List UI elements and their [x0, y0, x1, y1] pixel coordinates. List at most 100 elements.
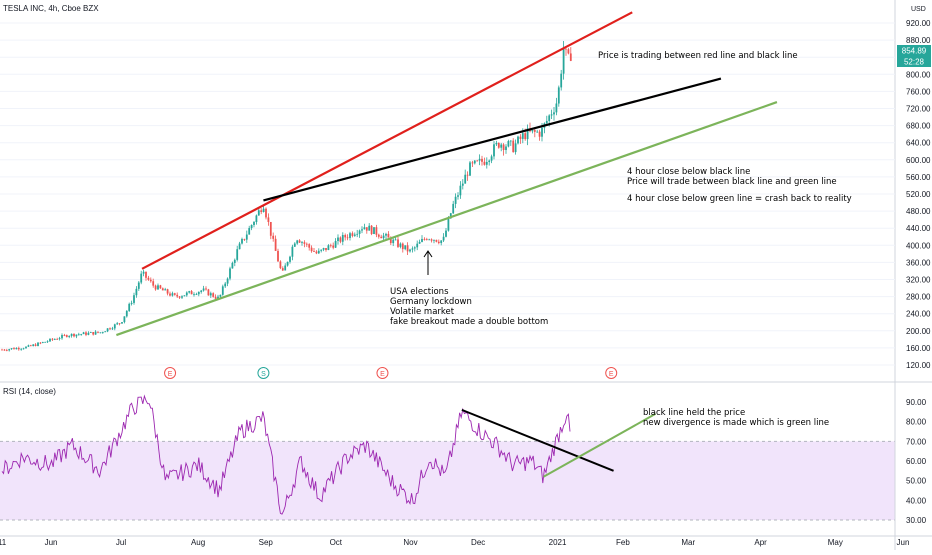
candle-body — [73, 333, 75, 337]
candle-body — [387, 233, 390, 238]
rsi-title[interactable]: RSI (14, close) — [3, 387, 56, 396]
event-marker[interactable] — [376, 367, 389, 379]
candle-body — [392, 239, 395, 244]
candle-body — [425, 239, 428, 241]
candle-body — [433, 239, 435, 241]
price-tick-label: 720.00 — [906, 105, 931, 114]
candle-body — [308, 244, 311, 248]
note-center-3: Volatile market — [390, 307, 455, 317]
candle-body — [250, 224, 253, 229]
candle-body — [219, 294, 222, 297]
candle-body — [212, 293, 215, 297]
candle-body — [118, 323, 121, 325]
rsi-trendline-green-line[interactable] — [543, 412, 657, 478]
rsi-tick-label: 80.00 — [906, 418, 927, 427]
candle-body — [469, 162, 471, 176]
candle-body — [315, 251, 318, 254]
rsi-tick-label: 50.00 — [906, 477, 927, 486]
candle-body — [413, 247, 416, 249]
candle-body — [205, 288, 207, 290]
candle-body — [550, 114, 553, 116]
note-right-2: Price will trade between black line and … — [627, 177, 837, 187]
candle-body — [133, 295, 135, 303]
candle-body — [5, 350, 8, 351]
candle-body — [497, 142, 500, 148]
candle-body — [514, 143, 517, 153]
note-channel: Price is trading between red line and bl… — [598, 51, 798, 61]
event-marker[interactable] — [605, 367, 618, 379]
candle-body — [46, 341, 49, 343]
trendline-red-line[interactable] — [141, 11, 633, 270]
candle-body — [325, 248, 327, 251]
rsi-line — [1, 394, 571, 515]
candle-body — [272, 235, 275, 239]
rsi-series — [1, 394, 571, 515]
candle-body — [353, 234, 356, 236]
candle-body — [305, 243, 308, 245]
candle-body — [10, 348, 13, 350]
candle-body — [173, 293, 176, 295]
note-rsi-1: black line held the price — [643, 408, 745, 418]
candle-body — [490, 156, 493, 161]
candle-body — [75, 334, 78, 337]
candle-body — [41, 341, 44, 343]
candle-body — [397, 239, 399, 247]
candle-body — [125, 310, 128, 317]
candle-body — [248, 228, 251, 235]
candle-body — [176, 294, 179, 297]
event-marker[interactable] — [257, 367, 270, 379]
candle-body — [447, 218, 450, 231]
candle-body — [533, 129, 536, 132]
candle-body — [476, 160, 479, 162]
price-tick-label: 400.00 — [906, 241, 931, 250]
event-marker-label: E — [609, 371, 614, 378]
trendlines[interactable] — [116, 11, 778, 478]
event-marker[interactable] — [164, 367, 177, 379]
candle-body — [332, 245, 335, 248]
candle-body — [185, 292, 188, 296]
candle-body — [39, 342, 42, 344]
candle-body — [113, 324, 116, 329]
candle-body — [481, 158, 483, 162]
rsi-trendline-black-line[interactable] — [461, 408, 614, 472]
rsi-tick-label: 60.00 — [906, 457, 927, 466]
candle-body — [373, 227, 375, 234]
candle-body — [245, 234, 248, 240]
candle-body — [164, 289, 167, 291]
candle-body — [104, 331, 107, 333]
candle-body — [92, 332, 95, 335]
candle-body — [301, 242, 303, 244]
candle-body — [106, 328, 109, 332]
candle-body — [241, 238, 243, 244]
price-tick-label: 920.00 — [906, 19, 931, 28]
candle-body — [51, 338, 54, 340]
candle-body — [243, 238, 246, 240]
candle-body — [89, 332, 92, 333]
candle-body — [483, 161, 486, 165]
price-tick-label: 600.00 — [906, 156, 931, 165]
candle-body — [339, 237, 342, 242]
candle-body — [416, 243, 419, 248]
candle-body — [130, 302, 133, 304]
candle-body — [61, 335, 63, 339]
candle-body — [101, 332, 104, 333]
trendline-green-line[interactable] — [116, 101, 778, 337]
candle-body — [293, 243, 296, 247]
candle-body — [267, 217, 270, 222]
candle-body — [344, 234, 347, 238]
candle-body — [538, 131, 541, 137]
price-tick-label: 680.00 — [906, 122, 931, 131]
price-tick-label: 760.00 — [906, 87, 931, 96]
candle-body — [313, 251, 315, 252]
candle-body — [152, 281, 155, 286]
candle-body — [68, 335, 71, 337]
candle-body — [209, 293, 212, 296]
trendline-black-line[interactable] — [263, 77, 722, 202]
candle-body — [349, 233, 351, 238]
event-marker-label: E — [380, 371, 385, 378]
time-tick-label: Jun — [897, 538, 910, 547]
symbol-title[interactable]: TESLA INC, 4h, Cboe BZX — [3, 4, 99, 13]
